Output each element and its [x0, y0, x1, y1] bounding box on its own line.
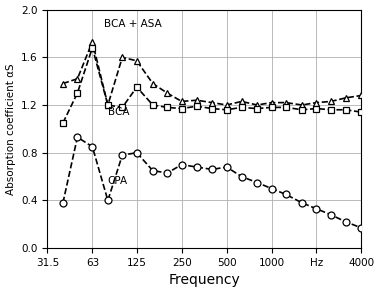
Y-axis label: Absorption coefficient αS: Absorption coefficient αS	[6, 63, 16, 195]
X-axis label: Frequency: Frequency	[169, 273, 240, 287]
Text: BCA: BCA	[108, 107, 129, 117]
Text: BCA + ASA: BCA + ASA	[104, 19, 162, 29]
Text: CPA: CPA	[108, 176, 128, 186]
